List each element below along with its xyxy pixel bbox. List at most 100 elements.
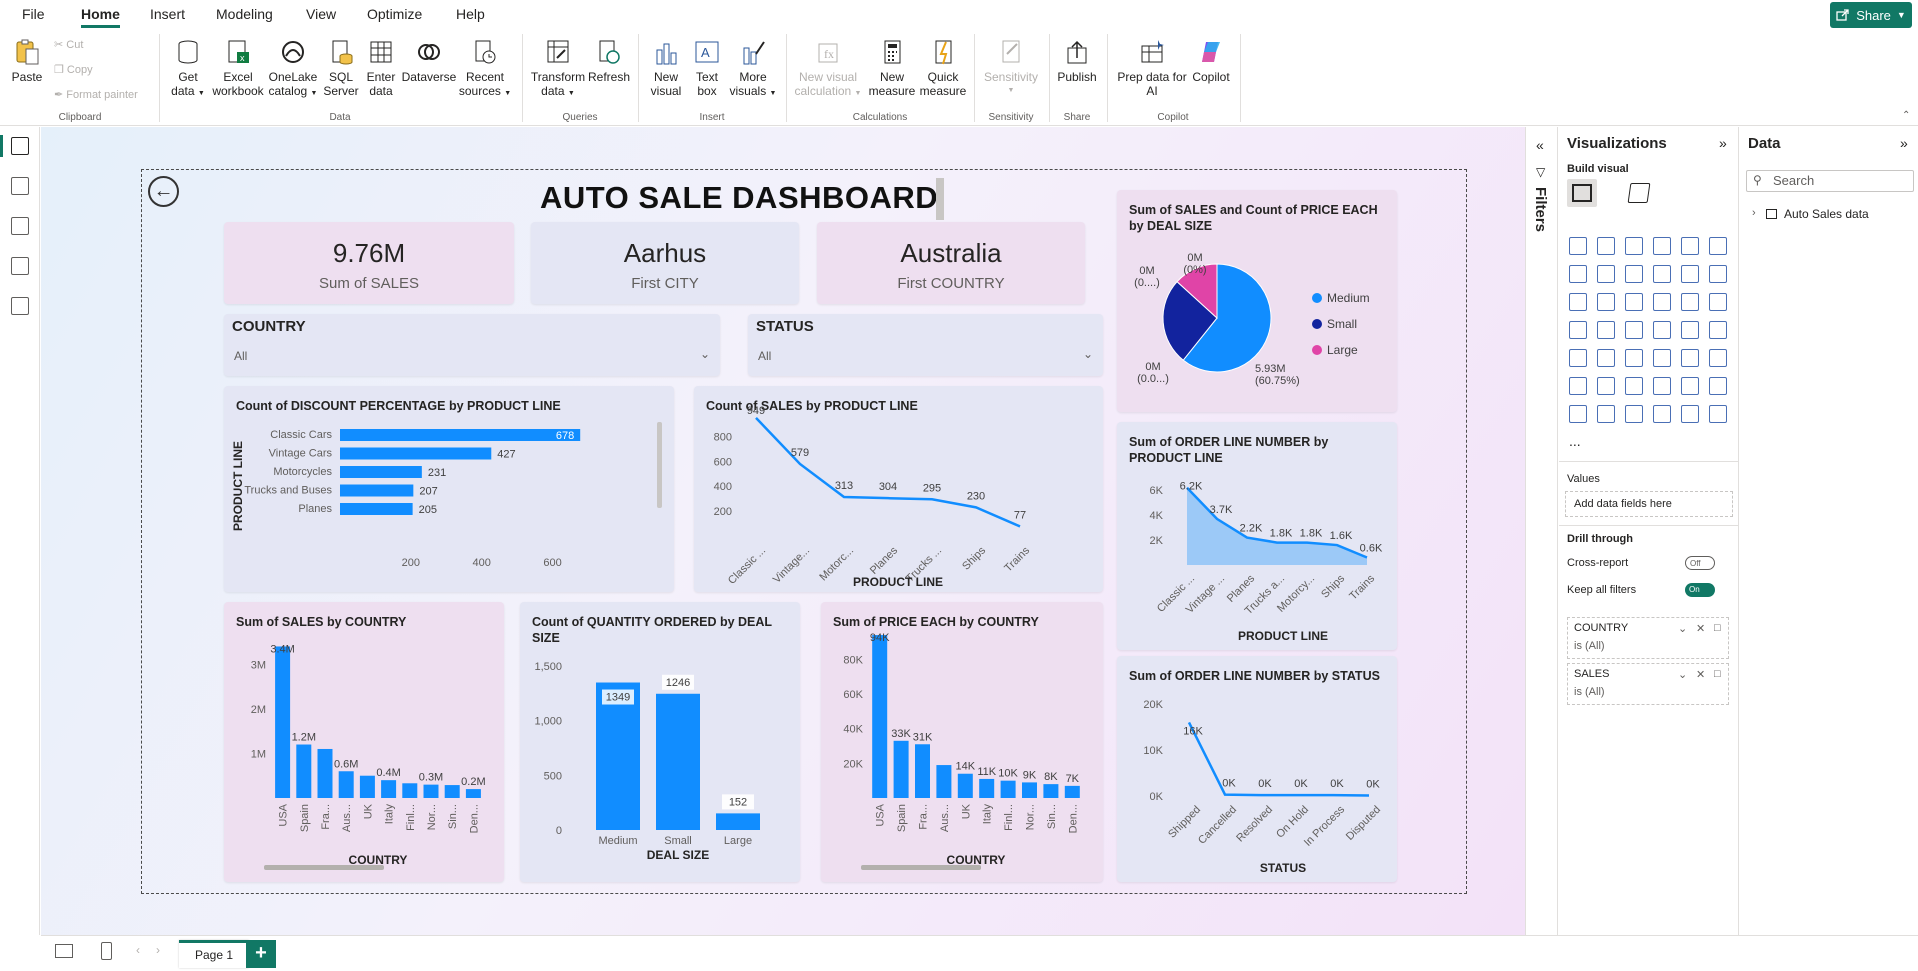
line-visual-icon[interactable]	[1569, 265, 1587, 283]
chevron-left-icon[interactable]: ‹	[136, 943, 140, 957]
clustered-column-visual-icon[interactable]	[1653, 237, 1671, 255]
quantity-by-deal-size-visual[interactable]: Count of QUANTITY ORDERED by DEAL SIZE 1…	[520, 602, 800, 882]
filter-card-country[interactable]: COUNTRY is (All) ⌄ ✕ □	[1567, 617, 1729, 659]
pie-visual-icon[interactable]	[1681, 293, 1699, 311]
more-visual-icon[interactable]	[1709, 405, 1727, 423]
format-visual-icon[interactable]	[1627, 183, 1651, 203]
search-input[interactable]: Search	[1746, 170, 1914, 192]
new-visual-button[interactable]: New visual	[646, 38, 686, 98]
funnel-visual-icon[interactable]	[1625, 293, 1643, 311]
chevron-down-icon[interactable]: ⌄	[1678, 669, 1688, 681]
scatter-visual-icon[interactable]	[1653, 293, 1671, 311]
treemap-visual-icon[interactable]	[1569, 321, 1587, 339]
filter-card-sales[interactable]: SALES is (All) ⌄ ✕ □	[1567, 663, 1729, 705]
donut-visual-icon[interactable]	[1709, 293, 1727, 311]
order-line-by-product-line-visual[interactable]: Sum of ORDER LINE NUMBER by PRODUCT LINE…	[1117, 422, 1397, 650]
text-box-button[interactable]: A Text box	[688, 38, 726, 98]
power-apps-visual-icon[interactable]	[1597, 405, 1615, 423]
line-clustered-visual-icon[interactable]	[1709, 265, 1727, 283]
format-painter-button[interactable]: ✒ Format painter	[54, 88, 138, 101]
page-tab[interactable]: Page 1	[179, 940, 249, 968]
table-visual-icon[interactable]	[1653, 349, 1671, 367]
goals-visual-icon[interactable]	[1709, 377, 1727, 395]
sales-count-by-product-line-visual[interactable]: Count of SALES by PRODUCT LINE 800 600 400…	[694, 386, 1103, 592]
waterfall-visual-icon[interactable]	[1597, 293, 1615, 311]
100-area-visual-icon[interactable]	[1653, 265, 1671, 283]
new-card-visual-icon[interactable]	[1653, 405, 1671, 423]
onelake-catalog-button[interactable]: OneLake catalog ▼	[266, 38, 320, 101]
kpi-card-city[interactable]: Aarhus First CITY	[531, 222, 799, 304]
dax-query-view-icon[interactable]	[11, 257, 29, 275]
refresh-button[interactable]: Refresh	[586, 38, 632, 84]
collapse-icon[interactable]: »	[1900, 135, 1908, 151]
area-visual-icon[interactable]	[1597, 265, 1615, 283]
menu-file[interactable]: File	[22, 6, 45, 22]
sensitivity-button[interactable]: Sensitivity ▼	[978, 38, 1044, 98]
sales-by-country-visual[interactable]: Sum of SALES by COUNTRY 3M 2M 1M 3.4M 1.2M 0.…	[224, 602, 504, 882]
narrative-visual-icon[interactable]	[1681, 377, 1699, 395]
status-dropdown[interactable]: All ⌄	[748, 342, 1103, 376]
build-visual-tab[interactable]	[1567, 179, 1597, 207]
qa-visual-icon[interactable]	[1653, 377, 1671, 395]
lock-icon[interactable]: □	[1714, 622, 1721, 634]
lock-icon[interactable]: □	[1714, 668, 1721, 680]
kpi-visual-icon[interactable]	[1597, 349, 1615, 367]
kpi-card-country[interactable]: Australia First COUNTRY	[817, 222, 1085, 304]
add-page-button[interactable]: +	[246, 940, 276, 968]
filters-pane-collapsed[interactable]: « ▽ Filters	[1525, 127, 1558, 935]
transform-data-button[interactable]: Transform data ▼	[530, 38, 586, 101]
map-visual-icon[interactable]	[1597, 321, 1615, 339]
keep-filters-toggle[interactable]: On	[1685, 583, 1715, 597]
collapse-ribbon-icon[interactable]: ⌃	[1902, 110, 1911, 121]
new-measure-button[interactable]: New measure	[866, 38, 918, 98]
model-view-icon[interactable]	[11, 217, 29, 235]
python-visual-visual-icon[interactable]	[1569, 377, 1587, 395]
paginated-visual-icon[interactable]	[1569, 405, 1587, 423]
data-table-item[interactable]: Auto Sales data	[1784, 207, 1869, 221]
stacked-bar-visual-icon[interactable]	[1569, 237, 1587, 255]
more-visuals-button[interactable]: More visuals ▼	[728, 38, 778, 101]
deal-size-pie-visual[interactable]: Sum of SALES and Count of PRICE EACH by …	[1117, 190, 1397, 412]
ribbon-visual-icon[interactable]	[1569, 293, 1587, 311]
decomposition-tree-visual-icon[interactable]	[1625, 377, 1643, 395]
menu-modeling[interactable]: Modeling	[216, 6, 273, 22]
slicer-visual-icon[interactable]	[1625, 349, 1643, 367]
collapse-icon[interactable]: »	[1719, 135, 1727, 151]
quick-measure-button[interactable]: Quick measure	[918, 38, 968, 98]
stacked-column-visual-icon[interactable]	[1597, 237, 1615, 255]
enter-data-button[interactable]: Enter data	[362, 38, 400, 98]
mobile-layout-icon[interactable]	[101, 942, 112, 960]
cut-button[interactable]: ✂ Cut	[54, 38, 83, 51]
desktop-layout-icon[interactable]	[55, 944, 73, 958]
publish-button[interactable]: Publish	[1054, 38, 1100, 84]
discount-by-product-line-visual[interactable]: Count of DISCOUNT PERCENTAGE by PRODUCT …	[224, 386, 674, 592]
tmdl-view-icon[interactable]	[11, 297, 29, 315]
key-influencers-visual-icon[interactable]	[1597, 377, 1615, 395]
filled-map-visual-icon[interactable]	[1625, 321, 1643, 339]
close-icon[interactable]: ✕	[1696, 669, 1706, 681]
matrix-visual-icon[interactable]	[1681, 349, 1699, 367]
azure-map-visual-icon[interactable]	[1653, 321, 1671, 339]
chevron-right-icon[interactable]: ›	[156, 943, 160, 957]
100-bar-visual-icon[interactable]	[1681, 237, 1699, 255]
menu-insert[interactable]: Insert	[150, 6, 186, 22]
card-visual-icon[interactable]	[1709, 321, 1727, 339]
table-view-icon[interactable]	[11, 177, 29, 195]
close-icon[interactable]: ✕	[1696, 623, 1706, 635]
cross-report-toggle[interactable]: Off	[1685, 556, 1715, 570]
paste-button[interactable]: Paste	[10, 38, 44, 84]
line-column-visual-icon[interactable]	[1681, 265, 1699, 283]
back-arrow-icon[interactable]: ←	[148, 176, 179, 207]
menu-home[interactable]: Home	[81, 6, 120, 28]
r-visual-visual-icon[interactable]	[1709, 349, 1727, 367]
menu-optimize[interactable]: Optimize	[367, 6, 423, 22]
kpi-card-sales[interactable]: 9.76M Sum of SALES	[224, 222, 514, 304]
100-column-visual-icon[interactable]	[1709, 237, 1727, 255]
excel-workbook-button[interactable]: x Excel workbook	[210, 38, 266, 98]
menu-view[interactable]: View	[306, 6, 337, 22]
multi-row-card-visual-icon[interactable]	[1569, 349, 1587, 367]
share-button[interactable]: Share ▼	[1830, 2, 1912, 28]
more-visuals-ellipsis[interactable]: ...	[1569, 433, 1581, 449]
prep-data-for-ai-button[interactable]: Prep data for AI	[1112, 38, 1192, 98]
dataverse-button[interactable]: Dataverse	[400, 38, 458, 84]
